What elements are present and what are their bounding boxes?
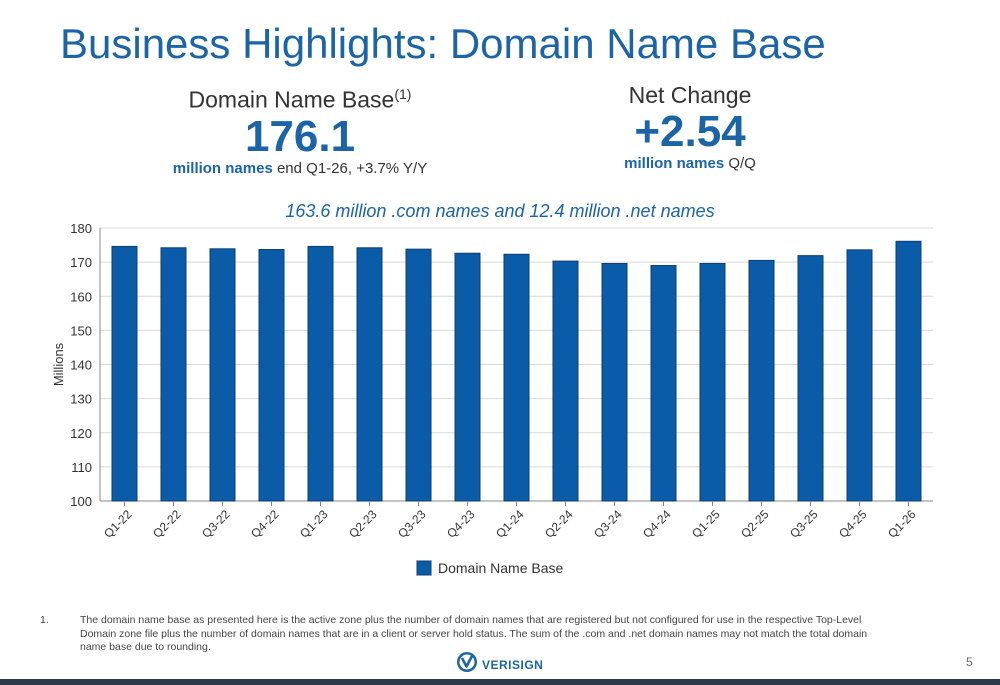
domain-base-detail: million names end Q1-26, +3.7% Y/Y [172, 159, 428, 177]
domain-base-bar-chart: 100 110 120 130 140 150 160 170 180 Millions Q1-22… [51, 221, 933, 576]
bar [552, 260, 579, 502]
x-tick-label: Q1-25 [689, 507, 723, 541]
domain-base-label: Domain Name Base(1) [188, 86, 412, 113]
legend-swatch [416, 560, 432, 576]
bar [699, 262, 726, 502]
y-tick-label: 120 [70, 426, 92, 441]
y-tick-label: 160 [70, 289, 92, 304]
bar [454, 252, 481, 502]
x-tick-label: Q4-25 [836, 507, 870, 541]
domain-base-value: 176.1 [244, 111, 356, 161]
net-change-value: +2.54 [634, 107, 746, 156]
x-tick-label: Q4-24 [640, 507, 674, 541]
bar [111, 245, 138, 502]
x-tick-label: Q2-24 [542, 507, 576, 541]
x-tick-label: Q2-22 [150, 507, 184, 541]
y-tick-label: 140 [70, 358, 92, 373]
bar [356, 247, 383, 502]
x-tick-label: Q3-25 [787, 507, 821, 541]
y-tick-label: 100 [70, 494, 92, 509]
bar [650, 265, 677, 502]
bar [160, 247, 187, 502]
bar [503, 253, 530, 502]
y-tick-label: 110 [71, 460, 92, 475]
verisign-logo: VERISIGN [456, 651, 543, 678]
bar [846, 249, 873, 502]
bar [797, 255, 824, 502]
net-change-label: Net Change [628, 82, 752, 108]
chart-subtitle: 163.6 million .com names and 12.4 millio… [285, 201, 715, 221]
x-tick-label: Q1-24 [493, 507, 527, 541]
page-title: Business Highlights: Domain Name Base [60, 20, 826, 67]
bar [307, 245, 334, 502]
footnote-number: 1. [40, 614, 49, 626]
y-axis-label: Millions [51, 342, 66, 386]
x-tick-label: Q3-24 [591, 507, 625, 541]
bar [258, 248, 285, 502]
legend-label: Domain Name Base [438, 560, 563, 576]
bar [601, 262, 628, 502]
page-number: 5 [966, 655, 973, 669]
x-tick-label: Q1-22 [101, 507, 135, 541]
bar [748, 259, 775, 502]
domain-base-kpi: Domain Name Base(1) 176.1 million names … [140, 86, 460, 177]
x-tick-label: Q4-23 [444, 507, 478, 541]
bar [405, 248, 432, 502]
x-tick-label: Q2-25 [738, 507, 772, 541]
y-tick-label: 180 [70, 221, 92, 236]
net-change-kpi: Net Change +2.54 million names Q/Q [560, 82, 820, 172]
y-tick-label: 130 [70, 392, 92, 407]
x-tick-label: Q3-22 [199, 507, 233, 541]
bar [895, 240, 922, 502]
y-tick-label: 170 [70, 255, 92, 270]
x-tick-label: Q4-22 [248, 507, 282, 541]
x-tick-label: Q3-23 [395, 507, 429, 541]
bar [209, 248, 236, 502]
bottom-bar [0, 679, 1000, 685]
footnote: 1. The domain name base as presented her… [40, 614, 870, 655]
logo-text: VERISIGN [482, 657, 544, 672]
x-tick-label: Q1-23 [297, 507, 331, 541]
footnote-text: The domain name base as presented here i… [80, 614, 868, 654]
net-change-detail: million names Q/Q [624, 155, 756, 173]
verisign-check-icon [456, 651, 478, 678]
x-tick-label: Q2-23 [346, 507, 380, 541]
footnote-ref: (1) [394, 86, 412, 102]
y-tick-label: 150 [70, 323, 92, 338]
x-tick-label: Q1-26 [885, 507, 919, 541]
